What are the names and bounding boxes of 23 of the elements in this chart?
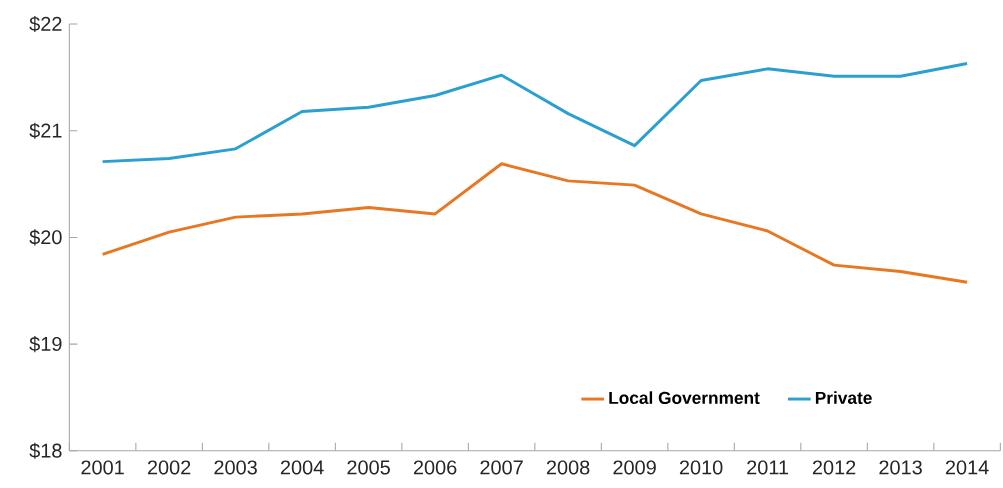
x-tick-label: 2005	[347, 460, 390, 475]
x-tick-label: 2010	[679, 460, 723, 475]
x-tick-label: 2011	[747, 460, 789, 475]
y-tick-label: $22	[29, 15, 62, 32]
y-tick-label: $18	[29, 442, 62, 459]
x-tick-label: 2006	[413, 460, 457, 475]
x-tick-label: 2002	[147, 460, 191, 475]
x-tick-label: 2013	[879, 460, 922, 475]
x-tick-label: 2007	[480, 460, 523, 475]
y-tick-label: $19	[29, 335, 62, 353]
x-tick-label: 2009	[613, 460, 656, 475]
y-tick-label: $21	[29, 122, 62, 139]
x-tick-label: 2008	[546, 460, 590, 475]
line-series	[101, 162, 969, 284]
x-tick-label: 2014	[945, 460, 989, 475]
legend-label: Local Government	[609, 391, 760, 404]
x-tick-label: 2004	[280, 460, 324, 475]
x-tick-label: 2001	[81, 460, 124, 475]
line-series	[101, 61, 969, 164]
x-tick-label: 2003	[214, 460, 257, 475]
x-tick-label: 2012	[812, 460, 856, 475]
legend-label: Private	[815, 391, 872, 404]
y-tick-label: $20	[29, 229, 62, 246]
